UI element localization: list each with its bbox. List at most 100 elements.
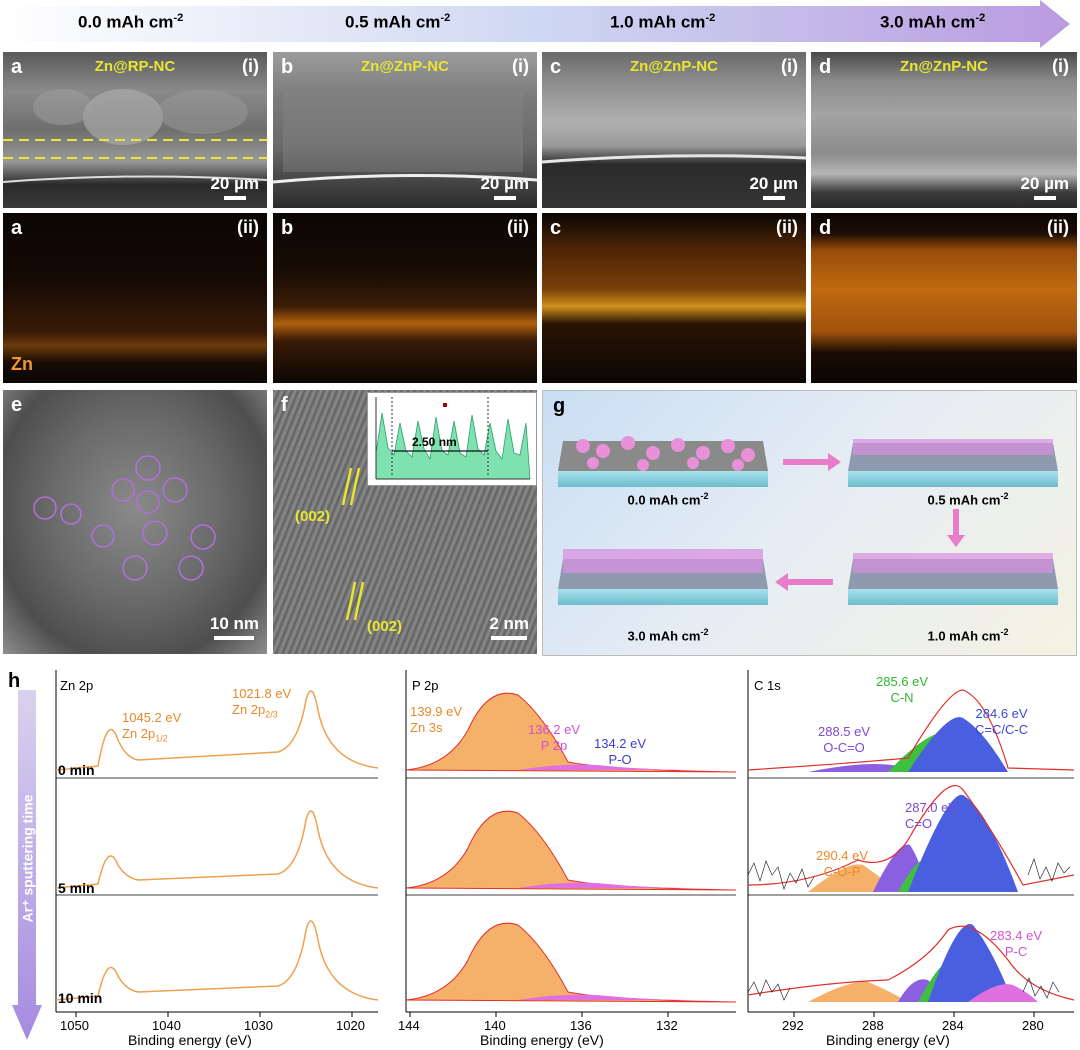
g-label-2: 3.0 mAh cm-2 [627, 627, 709, 644]
sem-texture [3, 89, 267, 183]
scale-bar: 2 nm [489, 614, 529, 640]
arrow-label-2: 1.0 mAh cm-2 [610, 12, 716, 32]
capacity-arrow [0, 0, 1070, 48]
line-profile-plot [375, 397, 531, 480]
g-label-3: 1.0 mAh cm-2 [927, 627, 1009, 644]
panel-roman: (i) [1052, 56, 1069, 76]
time-label-0: 0 min [58, 762, 95, 778]
zn-2p-title: Zn 2p [60, 678, 94, 693]
edx-panel-b: b (ii) [273, 213, 537, 383]
edx-panel-a: a (ii) Zn [3, 213, 267, 383]
axis-ticks [75, 1012, 1035, 1017]
panel-letter: e [11, 394, 23, 416]
panel-letter-h: h [8, 670, 21, 692]
sem-panel-d: d Zn@ZnP-NC (i) 20 µm [811, 52, 1077, 208]
c-peak-co: 287.0 eV C=O [905, 800, 958, 831]
c-tick: 292 [782, 1018, 804, 1033]
panel-letter: b [281, 217, 294, 239]
zn-spectra [55, 690, 379, 1001]
zn-peak1-label: 1045.2 eV Zn 2p1/2 [122, 710, 182, 744]
g-label-1: 0.5 mAh cm-2 [927, 491, 1009, 508]
line-profile-inset: 2.50 nm [367, 392, 537, 486]
panel-roman: (ii) [1047, 217, 1069, 237]
panel-letter: d [819, 217, 832, 239]
panel-letter: g [553, 395, 566, 417]
x-axis-label-c: Binding energy (eV) [826, 1032, 950, 1048]
schematic-panel-g: g [542, 390, 1077, 656]
arrow-label-3: 3.0 mAh cm-2 [880, 12, 986, 32]
zn-element-label: Zn [11, 354, 33, 374]
hrtem-panel-f: f (002) (002) 2.50 nm 2 nm [273, 390, 537, 654]
xps-charts [55, 670, 1075, 1017]
sem-texture [542, 154, 806, 164]
zn-tick: 1050 [60, 1018, 89, 1033]
p-peak-zn3s: 139.9 eV Zn 3s [410, 704, 463, 735]
scale-bar: 20 µm [1020, 174, 1069, 200]
p-tick: 132 [656, 1018, 678, 1033]
nanoparticle-circles [33, 455, 216, 581]
panel-title: Zn@ZnP-NC [900, 58, 988, 75]
sem-panel-a: a Zn@RP-NC (i) 20 µm [3, 52, 267, 208]
panel-roman: (ii) [776, 217, 798, 237]
zn-tick: 1030 [244, 1018, 273, 1033]
c-peak-cn: 285.6 eV C-N [876, 674, 929, 705]
c-peak-cop: 290.4 eV C-O-P [816, 848, 869, 879]
p-2p-plot [405, 670, 736, 1013]
panel-letter: c [550, 56, 562, 78]
panel-roman: (i) [512, 56, 529, 76]
panel-title: Zn@ZnP-NC [361, 58, 449, 75]
zn-2p-plot [55, 670, 378, 1013]
panel-letter: b [281, 56, 294, 78]
x-axis-label-zn: Binding energy (eV) [128, 1032, 252, 1048]
panel-letter: d [819, 56, 832, 78]
scale-bar: 20 µm [480, 174, 529, 200]
lattice-plane-label: (002) [295, 508, 331, 525]
edx-panel-c: c (ii) [542, 213, 806, 383]
c-peak-cc: 284.6 eV C=C/C-C [975, 706, 1029, 737]
panel-roman: (i) [242, 56, 259, 76]
p-peak-p2p: 136.2 eV P 2p [528, 722, 581, 753]
panel-letter: f [281, 394, 288, 416]
c-tick: 280 [1022, 1018, 1044, 1033]
p-2p-title: P 2p [412, 678, 439, 693]
p-peak-po: 134.2 eV P-O [594, 736, 647, 767]
c-peak-pc: 283.4 eV P-C [990, 928, 1043, 959]
scale-bar: 10 nm [210, 614, 259, 640]
p-tick: 140 [484, 1018, 506, 1033]
zn-tick: 1020 [336, 1018, 365, 1033]
scale-bar: 20 µm [210, 174, 259, 200]
panel-title: Zn@RP-NC [94, 58, 176, 75]
c-spectra [747, 689, 1075, 1002]
sem-panel-c: c Zn@ZnP-NC (i) 20 µm [542, 52, 806, 208]
p-spectra [405, 692, 737, 1003]
panel-roman: (i) [781, 56, 798, 76]
g-label-0: 0.0 mAh cm-2 [627, 491, 709, 508]
p-tick: 136 [570, 1018, 592, 1033]
panel-title: Zn@ZnP-NC [630, 58, 718, 75]
lattice-markers [341, 467, 365, 621]
sem-texture [273, 92, 537, 184]
scale-bar: 20 µm [749, 174, 798, 200]
time-label-5: 5 min [58, 880, 95, 896]
edx-panel-d: d (ii) [811, 213, 1077, 383]
panel-letter: a [11, 217, 23, 239]
zn-peak2-label: 1021.8 eV Zn 2p2/3 [232, 686, 292, 720]
c-tick: 284 [942, 1018, 964, 1033]
tem-panel-e: e 10 nm [3, 390, 267, 654]
x-axis-label-p: Binding energy (eV) [480, 1032, 604, 1048]
lattice-plane-label: (002) [367, 618, 403, 635]
deposition-schematic [558, 436, 1058, 605]
time-label-10: 10 min [58, 990, 103, 1006]
panel-letter: a [11, 56, 23, 78]
panel-letter: c [550, 217, 562, 239]
panel-roman: (ii) [507, 217, 529, 237]
c-peak-oco: 288.5 eV O-C=O [818, 724, 871, 755]
zn-tick: 1040 [152, 1018, 181, 1033]
c-1s-plot [747, 670, 1074, 1013]
arrow-label-0: 0.0 mAh cm-2 [78, 12, 184, 32]
p-tick: 144 [398, 1018, 420, 1033]
c-1s-title: C 1s [754, 678, 781, 693]
panel-roman: (ii) [237, 217, 259, 237]
c-tick: 288 [862, 1018, 884, 1033]
sem-panel-b: b Zn@ZnP-NC (i) 20 µm [273, 52, 537, 208]
